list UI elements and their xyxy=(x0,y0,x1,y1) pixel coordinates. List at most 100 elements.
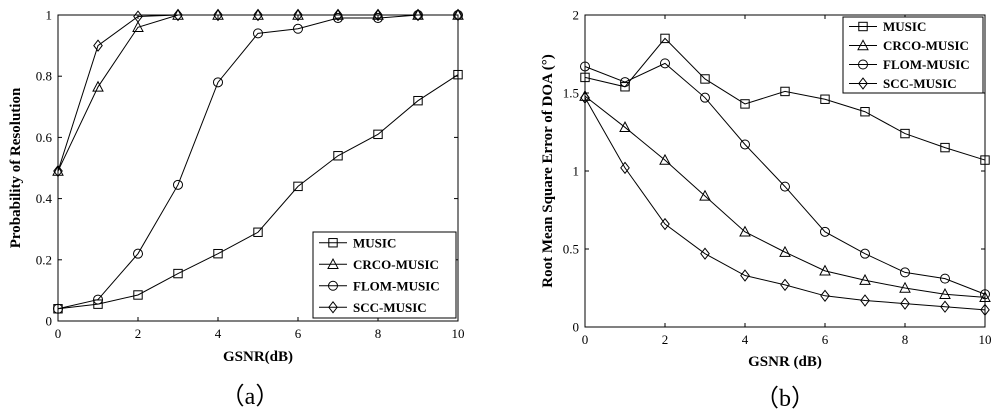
legend-marker xyxy=(328,301,338,314)
legend-marker xyxy=(327,257,339,269)
data-point-marker xyxy=(900,267,910,278)
legend-marker xyxy=(858,77,868,90)
series-flom-music xyxy=(580,58,990,300)
legend-label: CRCO-MUSIC xyxy=(353,257,439,272)
chart-a: 0 2 4 6 8 10 0 0.2 0.4 0.6 0.8 1 GSNR(dB) Probability… xyxy=(8,8,465,411)
data-point-marker xyxy=(93,39,103,52)
series-scc-music xyxy=(53,8,463,178)
y-tick-label: 0.2 xyxy=(36,252,52,267)
x-tick-label: 2 xyxy=(135,326,142,341)
data-point-marker xyxy=(253,227,263,237)
data-point-marker xyxy=(740,269,750,282)
x-tick-label: 4 xyxy=(742,332,749,347)
x-axis-label: GSNR (dB) xyxy=(748,354,822,370)
data-point-marker xyxy=(373,129,383,140)
series-crco-music xyxy=(52,8,464,176)
legend: MUSIC CRCO-MUSIC FLOM-MUSIC SCC-MUSIC xyxy=(842,16,984,94)
data-point-marker xyxy=(700,247,710,260)
data-point-marker xyxy=(333,151,343,161)
data-point-marker xyxy=(860,248,870,259)
legend-marker xyxy=(857,39,869,51)
legend: MUSIC CRCO-MUSIC FLOM-MUSIC SCC-MUSIC xyxy=(312,231,457,319)
data-point-marker xyxy=(253,8,263,22)
data-point-marker xyxy=(940,142,950,153)
data-point-marker xyxy=(860,107,870,117)
legend-marker xyxy=(858,21,868,32)
data-point-marker xyxy=(900,297,910,310)
data-point-marker xyxy=(780,181,790,192)
data-point-marker xyxy=(213,248,223,259)
y-tick-label: 1 xyxy=(573,164,580,179)
x-tick-label: 8 xyxy=(375,326,382,341)
data-point-marker xyxy=(700,92,710,103)
data-point-marker xyxy=(333,13,343,24)
data-point-marker xyxy=(820,94,830,104)
legend-label: FLOM-MUSIC xyxy=(353,278,440,293)
panel-caption: （b） xyxy=(755,386,815,412)
series-scc-music xyxy=(580,91,990,317)
legend-box xyxy=(842,16,984,94)
y-tick-label: 0.8 xyxy=(36,69,52,84)
data-point-marker xyxy=(780,86,790,97)
data-point-marker xyxy=(413,8,423,22)
data-point-marker xyxy=(580,72,590,83)
data-point-marker xyxy=(659,153,671,165)
data-point-marker xyxy=(620,77,630,88)
data-point-marker xyxy=(620,161,630,175)
data-point-marker xyxy=(253,28,263,39)
series-crco-music xyxy=(579,89,991,303)
series-line xyxy=(584,97,986,311)
series-line xyxy=(584,62,986,295)
series-line xyxy=(584,37,986,161)
legend-label: SCC-MUSIC xyxy=(353,300,427,315)
data-point-marker xyxy=(373,13,383,24)
data-point-marker xyxy=(660,58,670,69)
y-tick-label: 1.5 xyxy=(563,86,579,101)
legend-label: MUSIC xyxy=(883,19,926,34)
x-tick-label: 10 xyxy=(979,332,992,347)
data-point-marker xyxy=(619,121,631,133)
x-tick-label: 10 xyxy=(452,326,465,341)
data-point-marker xyxy=(133,10,143,23)
data-point-marker xyxy=(699,189,711,201)
y-tick-label: 2 xyxy=(573,8,580,23)
legend-label: FLOM-MUSIC xyxy=(883,57,970,72)
legend-label: CRCO-MUSIC xyxy=(883,38,969,53)
data-point-marker xyxy=(940,273,950,284)
series-line xyxy=(57,14,458,310)
y-axis-label: Probability of Resolution xyxy=(8,87,24,248)
data-point-marker xyxy=(779,245,791,257)
data-point-marker xyxy=(980,155,990,165)
data-point-marker xyxy=(53,164,63,178)
legend-label: MUSIC xyxy=(353,235,396,250)
series-music xyxy=(53,69,463,314)
data-point-marker xyxy=(213,77,223,88)
series-line xyxy=(57,14,458,172)
x-tick-label: 4 xyxy=(215,326,222,341)
y-tick-label: 0.5 xyxy=(563,242,579,257)
data-point-marker xyxy=(899,281,911,293)
data-point-marker xyxy=(980,303,990,317)
data-point-marker xyxy=(820,289,830,303)
data-point-marker xyxy=(133,248,143,259)
data-point-marker xyxy=(580,91,590,104)
data-point-marker xyxy=(580,61,590,72)
data-point-marker xyxy=(940,300,950,313)
data-point-marker xyxy=(52,164,64,176)
y-tick-label: 0 xyxy=(573,320,580,335)
data-point-marker xyxy=(333,8,343,22)
data-point-marker xyxy=(740,99,750,109)
data-point-marker xyxy=(780,278,790,292)
legend-marker xyxy=(328,238,338,248)
y-tick-label: 0 xyxy=(46,314,53,329)
data-point-marker xyxy=(979,291,991,303)
series-line xyxy=(584,95,986,298)
x-axis-label: GSNR(dB) xyxy=(223,349,293,365)
data-point-marker xyxy=(859,273,871,285)
data-point-marker xyxy=(819,264,831,276)
data-point-marker xyxy=(700,74,710,84)
legend-marker xyxy=(858,59,868,70)
y-axis-label: Root Mean Square Error of DOA (°) xyxy=(540,54,556,287)
data-point-marker xyxy=(980,289,990,300)
